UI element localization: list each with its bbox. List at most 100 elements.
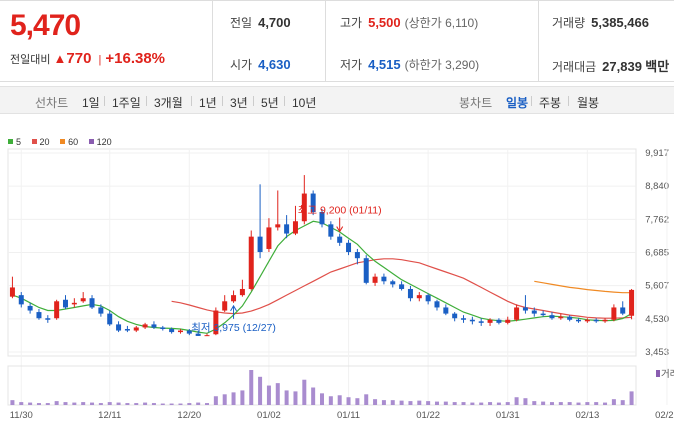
volume-bar	[196, 402, 201, 405]
lower-limit: (하한가 3,290)	[404, 58, 480, 72]
volume-bar	[567, 402, 572, 405]
volume-bar	[320, 393, 324, 405]
volume-bar	[134, 403, 139, 405]
tab-1d[interactable]: 1일	[82, 96, 100, 110]
candle	[107, 313, 113, 325]
candle	[186, 330, 192, 334]
volume-bar	[222, 394, 227, 405]
candle	[540, 313, 546, 316]
x-tick-label: 12/20	[177, 410, 201, 421]
candle	[266, 227, 272, 249]
volume-bar	[125, 403, 130, 405]
divider	[531, 96, 532, 106]
tab-monthly[interactable]: 월봉	[577, 96, 600, 110]
candle	[469, 319, 475, 322]
candle	[275, 224, 281, 228]
legend-swatch	[31, 139, 37, 144]
x-tick-label: 01/11	[337, 410, 360, 421]
volume-bar	[54, 401, 59, 405]
candle	[284, 224, 290, 234]
volume-bar	[532, 401, 537, 405]
volume-bar	[63, 402, 68, 405]
tab-10y[interactable]: 10년	[292, 96, 317, 110]
candle	[620, 307, 626, 314]
candle	[62, 299, 68, 308]
volume-bar	[337, 395, 342, 405]
candle	[116, 324, 122, 331]
divider	[253, 96, 254, 106]
volume-bar	[28, 402, 33, 405]
volume-bar	[629, 391, 634, 405]
candle	[567, 316, 573, 320]
change-value: 770	[66, 50, 92, 67]
y-tick-label: 4,530	[645, 314, 669, 325]
volume-bar	[594, 402, 599, 405]
divider	[191, 96, 192, 106]
legend-swatch	[8, 139, 13, 144]
volume-bar	[523, 398, 528, 405]
volume-bar	[328, 396, 333, 405]
volume-bar	[160, 403, 165, 405]
change-separator: |	[98, 54, 102, 66]
volume-bar	[143, 402, 148, 405]
legend-ma120: 120	[88, 137, 112, 147]
change-label: 전일대비	[10, 54, 51, 66]
y-tick-label: 6,685	[645, 248, 669, 259]
candle	[80, 298, 86, 302]
volume-label: 거래량	[552, 16, 586, 30]
volume-bar	[81, 402, 86, 405]
candle	[505, 319, 511, 323]
volume-bar	[514, 397, 519, 405]
volume-bar	[36, 403, 41, 405]
volume-bar	[284, 390, 289, 405]
y-tick-label: 8,840	[645, 181, 669, 192]
candle	[372, 276, 378, 283]
tab-5y[interactable]: 5년	[261, 96, 279, 110]
volume-bar	[302, 379, 307, 405]
candle	[584, 319, 590, 322]
candle	[514, 307, 520, 320]
open-value: 4,630	[258, 57, 291, 72]
volume-bar	[293, 391, 298, 405]
volume-bar	[205, 403, 210, 405]
volume-bar	[611, 399, 616, 405]
volume-bar	[231, 392, 236, 405]
tab-1y[interactable]: 1년	[199, 96, 217, 110]
candle	[611, 307, 617, 320]
volume-bar	[346, 397, 351, 405]
line-chart-label: 선차트	[35, 96, 69, 110]
volume-bar	[426, 401, 431, 405]
volume-bar	[452, 402, 457, 405]
x-tick-label: 02/13	[575, 410, 599, 421]
low-price: 저가 4,515 (하한가 3,290)	[340, 56, 479, 73]
candle	[213, 310, 219, 335]
tab-3y[interactable]: 3년	[230, 96, 248, 110]
volume-bar	[443, 401, 448, 405]
x-tick-label: 02/22	[655, 410, 674, 421]
trade-amount: 거래대금 27,839 백만	[552, 56, 669, 75]
high-value: 5,500	[368, 15, 401, 30]
volume-bar	[364, 394, 369, 405]
candle	[558, 316, 564, 319]
volume-bar	[470, 402, 475, 405]
candle	[363, 258, 369, 283]
tab-weekly[interactable]: 주봉	[539, 96, 562, 110]
tab-daily[interactable]: 일봉	[506, 96, 529, 110]
legend-ma5: 5	[8, 137, 21, 147]
volume-bar	[558, 402, 563, 405]
volume-value: 5,385,466	[591, 15, 649, 30]
volume-bar	[496, 402, 501, 405]
candle	[98, 307, 104, 314]
divider	[568, 96, 569, 106]
tab-1w[interactable]: 1주일	[112, 96, 141, 110]
candle	[204, 335, 210, 337]
volume-bar	[213, 396, 218, 405]
candle	[124, 329, 130, 331]
candle	[257, 236, 263, 253]
divider	[146, 96, 147, 106]
divider	[325, 1, 326, 81]
volume: 거래량 5,385,466	[552, 14, 649, 31]
tab-3m[interactable]: 3개월	[154, 96, 183, 110]
candle	[27, 305, 33, 311]
